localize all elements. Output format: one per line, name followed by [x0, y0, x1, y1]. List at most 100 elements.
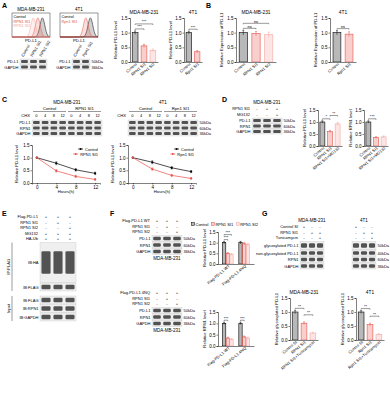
- blot-band: [33, 121, 40, 124]
- row-label: non-glycosylated PD-L1: [256, 251, 299, 256]
- plot-area: [36, 157, 96, 181]
- tick-label: 1.5: [227, 16, 234, 21]
- y-axis: 0.00.51.01.5: [209, 310, 218, 349]
- point: [75, 175, 77, 177]
- row-label: IB:HA: [28, 260, 39, 265]
- blot-band: [273, 119, 281, 122]
- error-bar: [190, 178, 192, 180]
- blot-band: [59, 127, 66, 130]
- tick-mark: [329, 33, 331, 34]
- plot-area: [186, 31, 200, 62]
- row-label: PD-L1: [19, 120, 31, 125]
- tick-label: RPN1 SI1+MG132: [358, 145, 387, 171]
- blot-band: [361, 251, 367, 254]
- row-label: RPN1: [20, 126, 31, 131]
- condition-sign: +: [276, 112, 279, 117]
- tick-label: 0.0: [309, 144, 316, 149]
- tick-label: 0.0: [347, 338, 354, 343]
- group-underline: [33, 111, 66, 112]
- tick: 1.5: [347, 296, 356, 301]
- lane-label: 8: [88, 113, 91, 118]
- blot-band: [68, 121, 75, 124]
- tick: 1.5: [321, 16, 330, 21]
- tick-label: 1.0: [119, 156, 126, 161]
- panel-label: A: [2, 2, 7, 9]
- tick: 1.5: [281, 296, 290, 301]
- tick-label: 0.0: [119, 181, 126, 186]
- blot-strip: [252, 124, 282, 129]
- bar: [141, 46, 147, 62]
- point: [94, 172, 96, 174]
- error-bar: [375, 137, 377, 139]
- line-chart: 0.00.51.01.504812Hours(h)Relative PD-L1 …: [110, 143, 197, 194]
- bar: [376, 334, 382, 340]
- condition-sign: +: [166, 290, 169, 295]
- y-axis: 0.00.51.01.5: [23, 143, 32, 186]
- size-marker: 50kDa: [92, 59, 104, 64]
- tick-label: 1.0: [355, 120, 362, 125]
- condition-sign: -: [156, 301, 158, 306]
- axis-line: [183, 19, 185, 63]
- bar: [222, 323, 225, 346]
- blot-band: [153, 237, 161, 240]
- blot-caption: MDA-MB-231: [153, 256, 181, 261]
- bar: [230, 254, 233, 264]
- axis-line: [219, 346, 255, 347]
- tick: 8: [75, 183, 78, 190]
- tick: 1.5: [23, 143, 32, 148]
- blot-band: [153, 243, 161, 246]
- blot-strip: [252, 118, 282, 123]
- blot-band: [94, 132, 101, 135]
- error-bar: [243, 242, 245, 245]
- tick-mark: [31, 145, 33, 146]
- blot-band: [129, 127, 136, 130]
- blot-band: [190, 121, 197, 124]
- blot-band: [41, 315, 50, 319]
- y-axis: 0.00.51.01.5: [321, 16, 330, 65]
- tick-label: 1.5: [209, 310, 216, 315]
- error-bar: [190, 171, 192, 173]
- tick: 0: [132, 183, 135, 190]
- condition-label: Control SI: [280, 224, 298, 229]
- axis-line: [317, 111, 319, 147]
- bar: [301, 323, 307, 340]
- condition-sign: -: [363, 224, 365, 229]
- row-label: GAPDH: [4, 65, 18, 70]
- blot-band: [86, 121, 93, 124]
- row-label: GAPDH: [236, 129, 250, 134]
- blot-band: [138, 121, 145, 124]
- row-label: PD-L1: [59, 59, 71, 64]
- blot-strip: [40, 243, 76, 283]
- size-marker: 36kDa: [92, 65, 104, 70]
- tick-label: 0.0: [23, 181, 30, 186]
- blot-band: [33, 132, 40, 135]
- error-bar: [231, 339, 233, 340]
- tick-mark: [363, 110, 365, 111]
- axis-line: [217, 233, 219, 265]
- blot-strip: [40, 305, 76, 313]
- condition-sign: -: [371, 224, 373, 229]
- condition-sign: -: [256, 112, 258, 117]
- y-axis: 0.00.51.01.5: [209, 230, 218, 267]
- tick-label: RPN1 SI2: [255, 61, 272, 77]
- significance-label: **: [307, 310, 311, 315]
- tick: 0.5: [347, 324, 356, 329]
- row-label: RPN1: [140, 315, 151, 320]
- condition-sign: -: [355, 235, 357, 240]
- axis-line: [129, 184, 197, 185]
- blot-band: [301, 264, 307, 267]
- tick: 0.0: [309, 144, 318, 149]
- western-blot: MDA-MB-231RPN1 SI1-++MG132--+PD-L150kDaR…: [232, 100, 296, 134]
- condition-sign: +: [319, 235, 322, 240]
- legend-swatch: [80, 148, 82, 150]
- histogram-curve: [60, 18, 98, 37]
- group-underline: [68, 111, 101, 112]
- tick-label: 1.5: [309, 108, 316, 113]
- condition-label: RPN1 SI1: [232, 106, 251, 111]
- western-blot: 4T1ControlRpn1 SI10481204812CHX50kDa60kD…: [117, 100, 212, 136]
- tick-label: Flag-PD-L1 4NQ: [221, 346, 247, 369]
- row-label: RPN1: [140, 243, 151, 248]
- lane-label: 12: [60, 113, 65, 118]
- error-bar: [329, 130, 331, 132]
- significance-label: ***: [191, 25, 196, 30]
